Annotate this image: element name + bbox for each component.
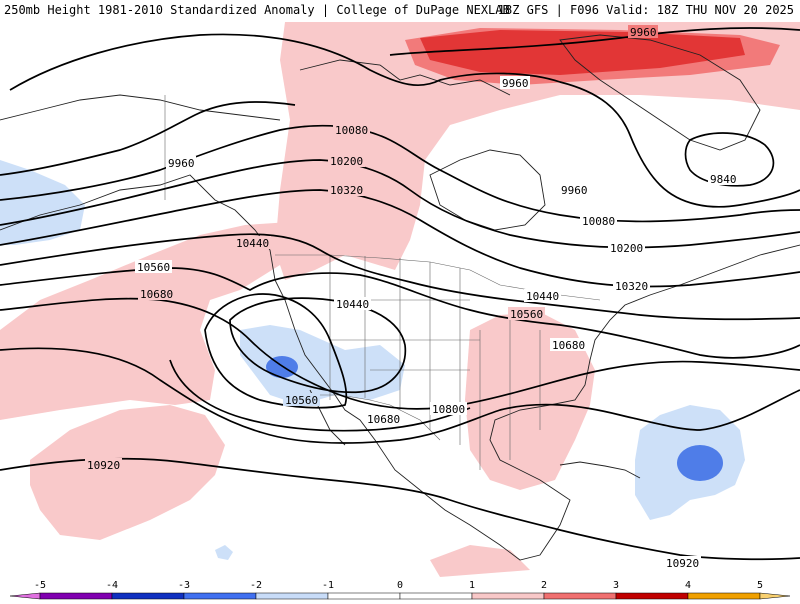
contour-10680-south <box>169 359 471 432</box>
contour-label-10080-a: 10080 <box>335 124 368 137</box>
colorbar-tick-label: -3 <box>178 580 190 591</box>
colorbar-tick-label: -5 <box>34 580 46 591</box>
contour-9960-west <box>0 101 296 176</box>
colorbar-tick-label: 5 <box>757 580 763 591</box>
colorbar-tick-label: -4 <box>106 580 118 591</box>
colorbar-segment <box>687 592 761 600</box>
contour-label-9960-top: 9960 <box>630 26 657 39</box>
contour-label-10680-b: 10680 <box>367 413 400 426</box>
colorbar-segment <box>399 592 473 600</box>
contour-10440 <box>0 233 800 321</box>
coastline-north-america <box>0 174 800 561</box>
anomaly-hawaii <box>30 405 225 540</box>
positive-anomaly-shading <box>0 22 800 577</box>
colorbar-tick-label: 2 <box>541 580 547 591</box>
contour-label-10200-a: 10200 <box>330 155 363 168</box>
contour-label-9840: 9840 <box>710 173 737 186</box>
colorbar-segment <box>543 592 617 600</box>
anomaly-alaska <box>0 160 85 245</box>
contour-9840 <box>684 132 775 187</box>
anomaly-map: 9960 9960 9960 9960 9840 10080 10080 102… <box>0 20 800 577</box>
colorbar-segment <box>39 592 113 600</box>
coastline-hudson-bay <box>429 149 546 231</box>
coastlines <box>0 34 800 561</box>
contour-label-10800: 10800 <box>432 403 465 416</box>
contour-label-9960-mid: 9960 <box>502 77 529 90</box>
product-title: 250mb Height 1981-2010 Standardized Anom… <box>4 3 510 17</box>
contour-label-10680-a: 10680 <box>140 288 173 301</box>
contour-10320 <box>0 189 800 288</box>
colorbar-segment <box>255 592 329 600</box>
colorbar-tick-label: 3 <box>613 580 619 591</box>
colorbar-tick-label: -1 <box>322 580 334 591</box>
contour-label-10560-a: 10560 <box>137 261 170 274</box>
colorbar-tick-label: -2 <box>250 580 262 591</box>
anomaly-pacific <box>0 222 290 420</box>
colorbar-arrow-high <box>759 592 791 600</box>
contour-10800 <box>0 347 800 444</box>
contour-label-10200-b: 10200 <box>610 242 643 255</box>
contour-label-10560-b: 10560 <box>285 394 318 407</box>
anomaly-east-us <box>465 312 595 490</box>
coastline-cuba <box>559 461 641 479</box>
coastline-arctic-islands <box>299 59 511 96</box>
colorbar-tick-label: 0 <box>397 580 403 591</box>
colorbar-segment <box>471 592 545 600</box>
anomaly-sw-core <box>266 356 298 378</box>
colorbar-tick-label: 1 <box>469 580 475 591</box>
colorbar-arrow-low <box>9 592 41 600</box>
contour-label-10080-b: 10080 <box>582 215 615 228</box>
contour-9960-north <box>389 27 800 56</box>
anomaly-atlantic-core <box>677 445 723 481</box>
anomaly-ne-canada <box>275 22 800 280</box>
anomaly-colorbar: -5 -4 -3 -2 -1 0 1 2 3 4 5 <box>0 577 800 600</box>
contour-10080 <box>0 124 800 223</box>
contour-10200 <box>0 159 800 249</box>
contour-label-10920-b: 10920 <box>666 557 699 570</box>
contour-label-10680-c: 10680 <box>552 339 585 352</box>
contour-label-10320-a: 10320 <box>330 184 363 197</box>
colorbar-segment <box>111 592 185 600</box>
contour-label-group: 9960 9960 9960 9960 9840 10080 10080 102… <box>85 25 738 570</box>
contour-9960-loop <box>9 33 800 208</box>
contour-10680 <box>0 297 800 410</box>
contour-label-10920-a: 10920 <box>87 459 120 472</box>
contour-10560-low <box>204 293 348 409</box>
colorbar-segment <box>615 592 689 600</box>
colorbar-segment <box>327 592 401 600</box>
colorbar-svg: -5 -4 -3 -2 -1 0 1 2 3 4 5 <box>9 580 791 600</box>
anomaly-greenland-core <box>420 30 745 75</box>
negative-anomaly-shading <box>0 160 745 560</box>
contour-10440-low <box>229 297 407 394</box>
anomaly-gulf <box>430 545 530 577</box>
colorbar-segment <box>183 592 257 600</box>
contour-10920 <box>0 457 800 561</box>
anomaly-small-pacific <box>215 545 233 560</box>
contour-label-9960-east: 9960 <box>561 184 588 197</box>
contour-label-10440-c: 10440 <box>526 290 559 303</box>
contour-label-10440-a: 10440 <box>236 237 269 250</box>
contour-label-10320-b: 10320 <box>615 280 648 293</box>
contour-label-10440-b: 10440 <box>336 298 369 311</box>
colorbar-tick-label: 4 <box>685 580 691 591</box>
contour-label-9960-west: 9960 <box>168 157 195 170</box>
coastline-greenland <box>559 34 761 151</box>
coastline-alaska-north <box>0 94 281 121</box>
anomaly-sw-us <box>240 325 405 405</box>
map-header: 250mb Height 1981-2010 Standardized Anom… <box>0 0 800 20</box>
valid-time: 18Z GFS | F096 Valid: 18Z THU NOV 20 202… <box>497 3 794 17</box>
contour-label-10560-c: 10560 <box>510 308 543 321</box>
